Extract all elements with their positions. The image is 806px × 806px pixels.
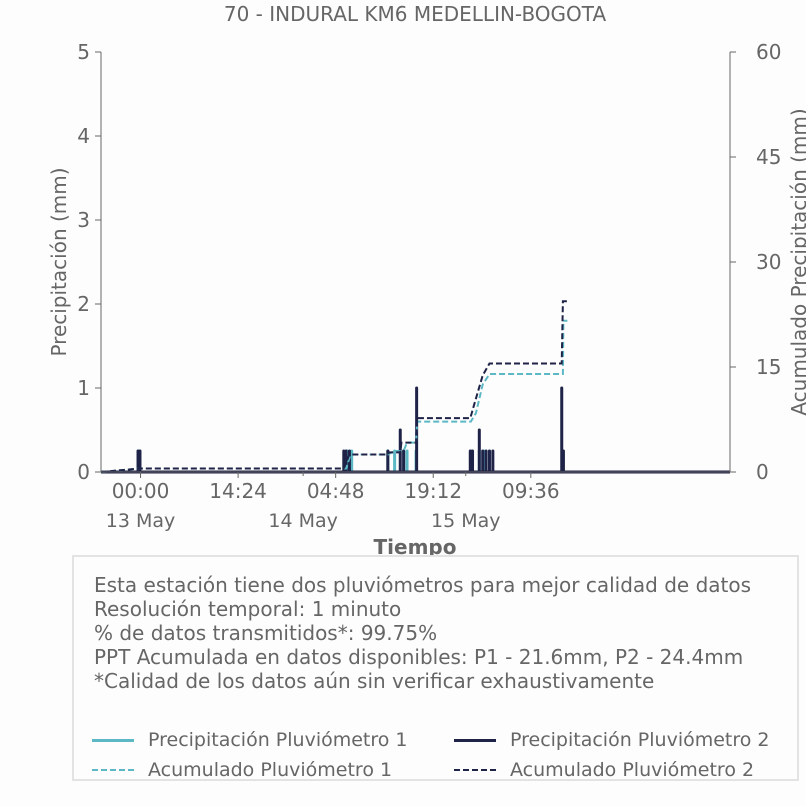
- legend-label: Precipitación Pluviómetro 2: [510, 729, 770, 751]
- y-axis-right-title: Acumulado Precipitación (mm): [787, 108, 806, 415]
- y-left-tick-label: 5: [77, 40, 90, 64]
- info-line: PPT Acumulada en datos disponibles: P1 -…: [94, 645, 744, 669]
- legend: Precipitación Pluviómetro 1 Precipitació…: [92, 729, 792, 789]
- y-right-tick-label: 0: [756, 460, 769, 484]
- y-right-tick-label: 30: [756, 250, 781, 274]
- legend-item-p2: Precipitación Pluviómetro 2: [454, 729, 770, 751]
- x-tick-label: 04:48: [307, 479, 365, 503]
- legend-label: Acumulado Pluviómetro 1: [148, 759, 393, 781]
- precipitation-chart: 70 - INDURAL KM6 MEDELLIN-BOGOTA 0123450…: [47, 2, 806, 559]
- plot-area: [100, 300, 730, 474]
- info-legend-box: Esta estación tiene dos pluviómetros par…: [72, 555, 799, 781]
- legend-item-acc2: Acumulado Pluviómetro 2: [454, 759, 754, 781]
- y-right-tick-label: 60: [756, 40, 781, 64]
- x-date-label: 14 May: [268, 510, 338, 532]
- legend-label: Precipitación Pluviómetro 1: [148, 729, 408, 751]
- y-left-tick-label: 2: [77, 292, 90, 316]
- x-date-label: 13 May: [106, 510, 176, 532]
- x-date-label: 15 May: [431, 510, 501, 532]
- info-line: *Calidad de los datos aún sin verificar …: [94, 669, 655, 693]
- y-right-tick-label: 45: [756, 145, 781, 169]
- y-axis-left-title: Precipitación (mm): [47, 167, 71, 356]
- info-text: Esta estación tiene dos pluviómetros par…: [94, 573, 751, 693]
- legend-swatch-acc1: [92, 769, 134, 771]
- cumulative-line-2: [100, 319, 568, 473]
- x-tick-label: 14:24: [209, 479, 267, 503]
- x-tick-label: 19:12: [404, 479, 462, 503]
- legend-item-p1: Precipitación Pluviómetro 1: [92, 729, 408, 751]
- y-left-tick-label: 3: [77, 208, 90, 232]
- y-left-tick-label: 1: [77, 376, 90, 400]
- legend-swatch-acc2: [454, 769, 496, 771]
- cumulative-line-3: [100, 300, 568, 473]
- info-line: % de datos transmitidos*: 99.75%: [94, 621, 438, 645]
- x-tick-label: 09:36: [502, 479, 560, 503]
- legend-swatch-p1: [92, 738, 134, 742]
- x-tick-label: 00:00: [112, 479, 170, 503]
- y-left-tick-label: 4: [77, 124, 90, 148]
- legend-label: Acumulado Pluviómetro 2: [510, 759, 755, 781]
- chart-title: 70 - INDURAL KM6 MEDELLIN-BOGOTA: [224, 2, 607, 26]
- legend-swatch-p2: [454, 738, 496, 742]
- info-line: Esta estación tiene dos pluviómetros par…: [94, 573, 752, 597]
- y-right-tick-label: 15: [756, 355, 781, 379]
- y-left-tick-label: 0: [77, 460, 90, 484]
- info-line: Resolución temporal: 1 minuto: [94, 597, 402, 621]
- legend-item-acc1: Acumulado Pluviómetro 1: [92, 759, 392, 781]
